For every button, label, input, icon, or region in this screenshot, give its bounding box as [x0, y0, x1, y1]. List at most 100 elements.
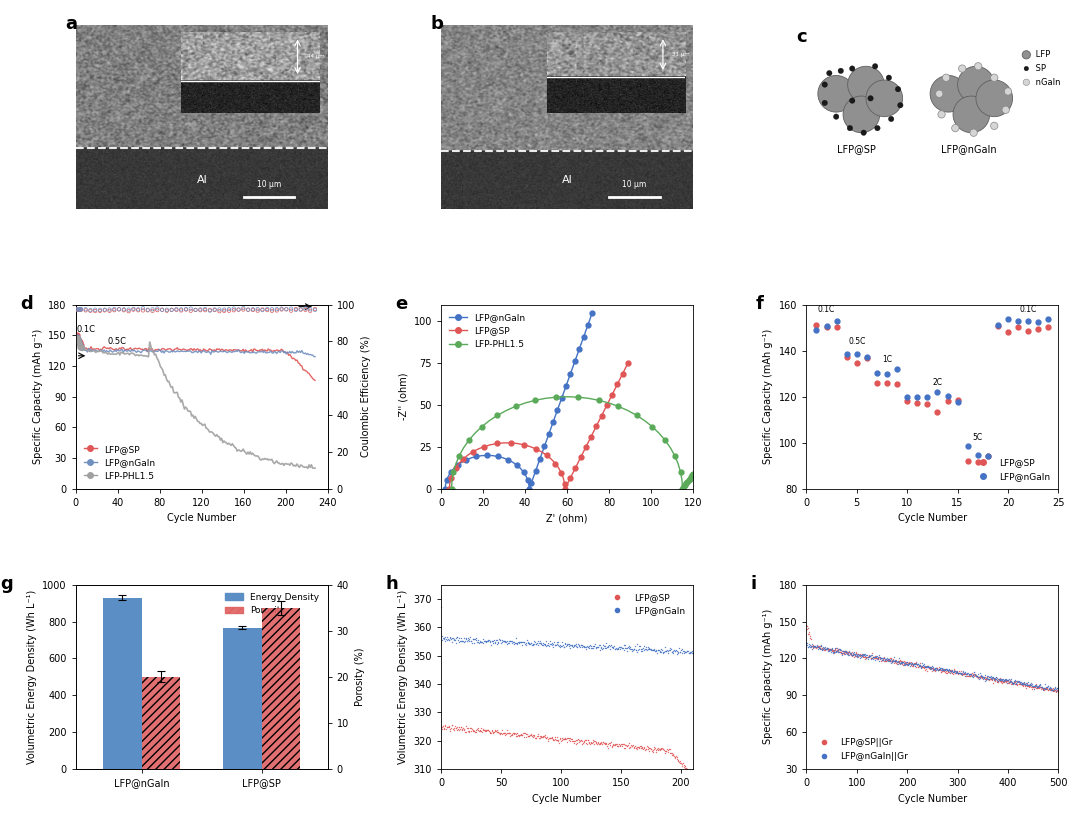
Point [879, 653, 896, 666]
Point [622, 642, 639, 655]
Point [652, 742, 670, 755]
Point [442, 631, 459, 644]
Point [1048, 685, 1065, 698]
Point [499, 636, 516, 649]
Point [674, 643, 691, 656]
Point [822, 643, 839, 656]
Point [555, 640, 572, 654]
Point [971, 670, 988, 683]
Point [484, 725, 501, 738]
Point [947, 665, 964, 678]
Point [893, 657, 910, 670]
Point [517, 638, 535, 651]
Point [617, 742, 634, 755]
Point [502, 729, 519, 742]
Point [230, 303, 247, 316]
Point [651, 644, 669, 657]
Point [941, 666, 958, 679]
Point [92, 304, 109, 317]
Point [583, 736, 600, 749]
Point [916, 660, 933, 673]
Point [264, 303, 281, 316]
Point [847, 648, 864, 661]
Point [447, 721, 464, 735]
Text: LFP: LFP [1034, 51, 1051, 60]
Point [435, 722, 453, 735]
Point [510, 635, 527, 648]
Point [812, 640, 829, 653]
Point [489, 636, 507, 649]
Point [942, 664, 959, 677]
Point [663, 746, 680, 759]
Point [1022, 678, 1039, 691]
Point [518, 634, 536, 647]
Point [996, 675, 1013, 688]
Point [635, 741, 652, 754]
Point [909, 658, 927, 672]
Point [1021, 678, 1038, 691]
Point [987, 675, 1004, 688]
Point [465, 725, 483, 738]
Point [673, 757, 690, 770]
Point [875, 652, 892, 665]
Point [442, 722, 459, 735]
Point [657, 744, 674, 757]
Point [882, 656, 900, 669]
Point [476, 635, 494, 648]
Point [542, 637, 559, 650]
Point [866, 651, 883, 664]
Point [631, 643, 648, 656]
Point [921, 661, 939, 674]
Point [566, 735, 583, 748]
Point [458, 634, 475, 647]
Point [985, 672, 1002, 685]
Point [918, 660, 935, 673]
Point [983, 672, 1000, 685]
Point [573, 639, 591, 652]
Point [1031, 681, 1049, 694]
Point [519, 729, 537, 742]
Point [809, 642, 826, 655]
Point [947, 666, 964, 679]
Point [595, 639, 612, 652]
Point [864, 650, 881, 663]
Point [512, 635, 529, 648]
Point [886, 654, 903, 667]
Point [1042, 684, 1059, 697]
Point [870, 651, 888, 664]
Point [644, 745, 661, 758]
Point [623, 645, 640, 658]
Point [875, 651, 892, 664]
Point [584, 640, 602, 653]
Point [881, 654, 899, 667]
Point [839, 647, 856, 660]
Point [917, 661, 934, 674]
Point [1026, 678, 1043, 691]
Point [307, 303, 324, 316]
Point [804, 640, 821, 653]
Point [972, 672, 989, 685]
Point [974, 671, 991, 684]
Point [930, 663, 947, 676]
Point [1005, 677, 1023, 690]
Point [842, 649, 860, 662]
Point [273, 303, 291, 316]
Point [1028, 679, 1045, 692]
Point [995, 675, 1012, 688]
Point [1038, 682, 1055, 695]
Point [970, 670, 987, 683]
Point [527, 637, 544, 650]
Point [258, 303, 275, 317]
Point [811, 641, 828, 654]
Point [220, 304, 238, 317]
Point [878, 652, 895, 665]
Point [500, 726, 517, 739]
Point [1035, 682, 1052, 695]
Point [828, 645, 846, 658]
Point [191, 303, 208, 316]
Point [472, 721, 489, 734]
Point [1013, 677, 1030, 690]
Point [923, 662, 941, 675]
Point [799, 638, 816, 651]
Point [552, 735, 569, 748]
